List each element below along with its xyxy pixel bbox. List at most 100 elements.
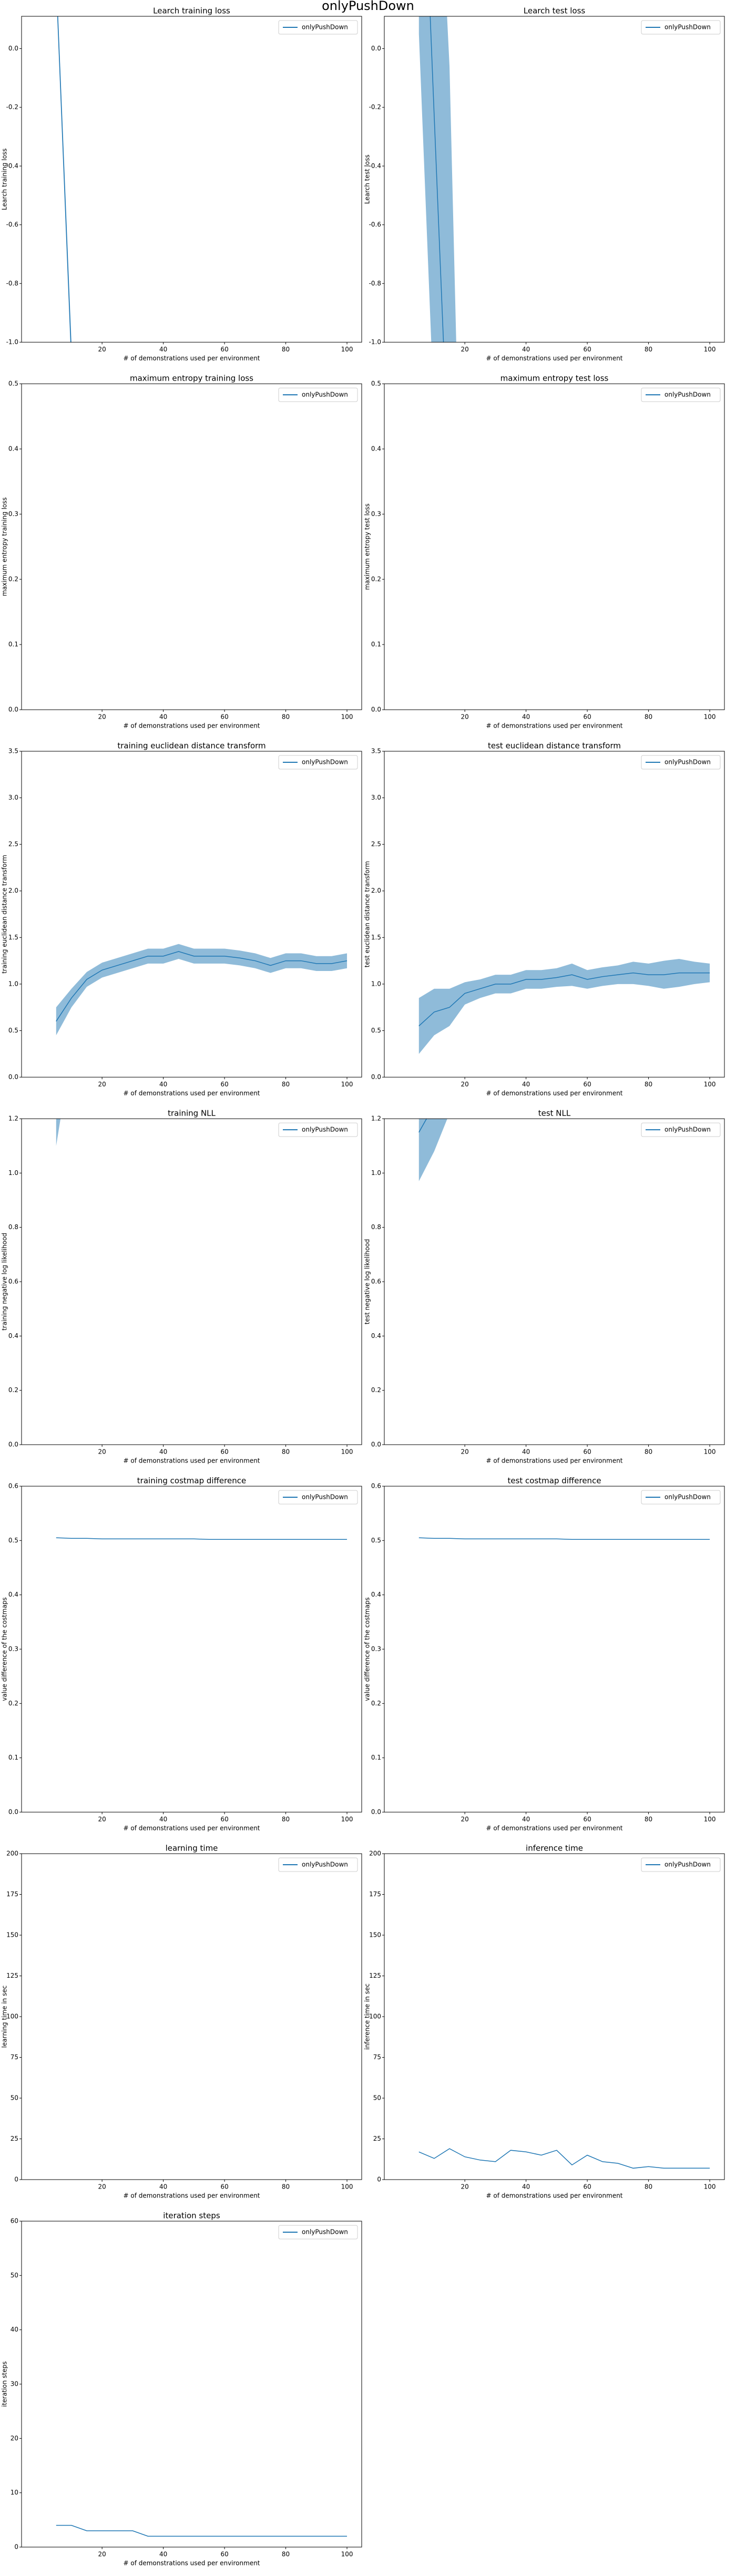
- legend-label: onlyPushDown: [302, 24, 348, 31]
- line: [418, 2148, 710, 2169]
- y-tick-label: 25: [373, 2135, 381, 2142]
- y-tick-label: 10: [11, 2489, 18, 2496]
- y-tick-label: 30: [11, 2380, 18, 2388]
- x-tick-label: 20: [461, 346, 469, 353]
- legend-box: [278, 755, 358, 770]
- axes-frame: [384, 16, 725, 343]
- plot-area: [418, 1537, 710, 1540]
- y-axis-label: training euclidean distance transform: [1, 855, 8, 974]
- y-tick-label: 0.5: [371, 380, 381, 387]
- x-axis-label: # of demonstrations used per environment: [123, 1457, 260, 1465]
- y-tick-label: 0.0: [371, 706, 381, 713]
- x-tick-label: 80: [645, 1448, 652, 1456]
- y-tick-label: 0.0: [371, 45, 381, 52]
- subplot: 20 40 60 80 100 0.0 0.1 0.2 0.3 0.4 0.5 0.6 test cos…: [364, 1476, 725, 1832]
- y-tick-label: 75: [373, 2053, 381, 2061]
- x-tick-label: 80: [645, 346, 652, 353]
- x-tick-label: 100: [341, 346, 353, 353]
- y-tick-label: 0.0: [8, 706, 18, 713]
- plot-area: [56, 1537, 347, 1540]
- y-axis-label: training negative log likelihood: [1, 1233, 8, 1331]
- legend-box: [278, 20, 358, 35]
- legend-label: onlyPushDown: [665, 1494, 711, 1501]
- y-tick-label: 0.5: [371, 1537, 381, 1544]
- subplot-title: training euclidean distance transform: [117, 741, 265, 751]
- x-tick-label: 20: [461, 1816, 469, 1823]
- y-tick-label: 0.3: [8, 510, 18, 518]
- x-tick-label: 40: [159, 713, 167, 721]
- y-tick-label: 0.2: [8, 576, 18, 583]
- x-axis-label: # of demonstrations used per environment: [486, 2192, 622, 2200]
- y-tick-label: 1.0: [8, 980, 18, 987]
- y-tick-label: 0.0: [8, 45, 18, 52]
- y-tick-label: 0.2: [8, 1700, 18, 1707]
- legend-label: onlyPushDown: [302, 2229, 348, 2236]
- confidence-band: [418, 1119, 447, 1181]
- legend-label: onlyPushDown: [302, 391, 348, 398]
- subplot: 20 40 60 80 100 0.0 -0.2 -0.4 -0.6 -0.8 -1.0 Learch…: [364, 6, 725, 362]
- subplot-title: maximum entropy test loss: [500, 374, 609, 383]
- x-tick-label: 40: [522, 1448, 530, 1456]
- y-axis-label: test euclidean distance transform: [364, 861, 371, 967]
- x-tick-label: 60: [220, 346, 228, 353]
- legend-box: [278, 387, 358, 402]
- x-tick-label: 80: [282, 1081, 290, 1088]
- y-tick-label: 175: [6, 1890, 18, 1898]
- legend-box: [278, 1122, 358, 1137]
- y-tick-label: 0.6: [371, 1278, 381, 1285]
- subplot-title: training costmap difference: [137, 1476, 246, 1486]
- line: [418, 972, 710, 1027]
- plot-area: [418, 2148, 710, 2169]
- plot-area: [418, 16, 456, 342]
- y-tick-label: 0.3: [371, 510, 381, 518]
- x-tick-label: 100: [704, 1448, 716, 1456]
- x-tick-label: 60: [583, 1448, 591, 1456]
- x-tick-label: 100: [341, 2551, 353, 2558]
- x-tick-label: 60: [583, 2183, 591, 2191]
- y-tick-label: -0.8: [6, 280, 18, 287]
- y-tick-label: 0.2: [8, 1386, 18, 1394]
- y-tick-label: 2.5: [371, 841, 381, 848]
- x-tick-label: 20: [98, 1448, 106, 1456]
- y-tick-label: 200: [369, 1850, 381, 1857]
- y-tick-label: 0.3: [8, 1645, 18, 1653]
- y-axis-label: inference time in sec: [364, 1984, 371, 2050]
- line: [418, 1537, 710, 1540]
- y-tick-label: 1.0: [371, 1169, 381, 1177]
- y-tick-label: 0.0: [371, 1074, 381, 1081]
- y-axis-label: Learch training loss: [1, 148, 8, 210]
- y-tick-label: 1.2: [8, 1115, 18, 1122]
- confidence-band: [56, 944, 347, 1036]
- subplot-title: Learch test loss: [524, 6, 586, 16]
- x-axis-label: # of demonstrations used per environment: [486, 1825, 622, 1832]
- subplot-title: test costmap difference: [507, 1476, 601, 1486]
- y-tick-label: 0.8: [371, 1223, 381, 1231]
- x-tick-label: 80: [282, 2551, 290, 2558]
- x-axis-label: # of demonstrations used per environment: [123, 2192, 260, 2200]
- subplot: 20 40 60 80 100 0.0 0.1 0.2 0.3 0.4 0.5 maximum ent…: [1, 374, 362, 730]
- line: [56, 1537, 347, 1540]
- y-tick-label: 0.2: [371, 576, 381, 583]
- y-tick-label: 100: [369, 2013, 381, 2020]
- x-tick-label: 60: [220, 1448, 228, 1456]
- y-tick-label: 3.5: [371, 748, 381, 755]
- y-tick-label: 0.4: [8, 445, 18, 453]
- y-axis-label: maximum entropy test loss: [364, 504, 371, 590]
- x-tick-label: 100: [704, 346, 716, 353]
- confidence-band: [418, 16, 456, 342]
- x-tick-label: 80: [645, 713, 652, 721]
- axes-frame: [384, 751, 725, 1078]
- y-tick-label: 0.5: [371, 1027, 381, 1034]
- legend-label: onlyPushDown: [302, 1126, 348, 1133]
- subplot: 20 40 60 80 100 0 25 50 75 100 125 150 175 200 learnin…: [1, 1844, 362, 2200]
- subplot-title: Learch training loss: [153, 6, 230, 16]
- line: [430, 16, 444, 342]
- subplot: 20 40 60 80 100 0.0 0.5 1.0 1.5 2.0 2.5 3.0 3.5 train…: [1, 741, 362, 1097]
- y-tick-label: 175: [369, 1890, 381, 1898]
- x-tick-label: 20: [98, 2551, 106, 2558]
- x-tick-label: 40: [522, 1081, 530, 1088]
- x-tick-label: 60: [583, 1081, 591, 1088]
- y-tick-label: 0.4: [371, 1591, 381, 1598]
- legend-box: [641, 755, 721, 770]
